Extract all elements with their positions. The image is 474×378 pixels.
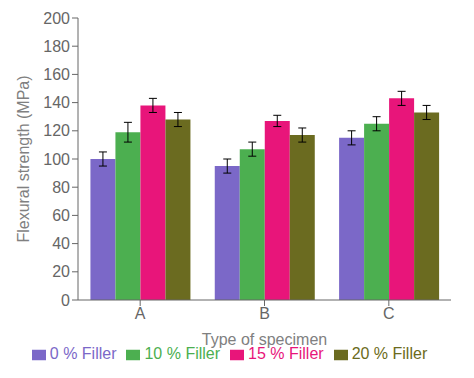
svg-text:180: 180 — [43, 38, 70, 55]
svg-text:B: B — [259, 305, 270, 322]
html-text:20 % Filler: 20 % Filler — [351, 345, 428, 362]
svg-text:60: 60 — [52, 207, 70, 224]
svg-text:200: 200 — [43, 10, 70, 27]
html-text:15 % Filler: 15 % Filler — [248, 345, 324, 362]
svg-text:20: 20 — [52, 263, 70, 280]
svg-text:80: 80 — [52, 179, 70, 196]
svg-text:40: 40 — [52, 235, 70, 252]
svg-text:140: 140 — [43, 94, 70, 111]
html-text:0 % Filler: 0 % Filler — [49, 345, 117, 362]
svg-text:0: 0 — [61, 292, 70, 309]
svg-text:100: 100 — [43, 151, 70, 168]
svg-text:C: C — [383, 305, 395, 322]
svg-text:160: 160 — [43, 66, 70, 83]
svg-text:120: 120 — [43, 122, 70, 139]
svg-text:Flexural strength (MPa): Flexural strength (MPa) — [15, 75, 32, 242]
svg-text:A: A — [135, 305, 146, 322]
svg-text:Type of specimen: Type of specimen — [202, 331, 327, 348]
html-text:10 % Filler: 10 % Filler — [144, 345, 220, 362]
